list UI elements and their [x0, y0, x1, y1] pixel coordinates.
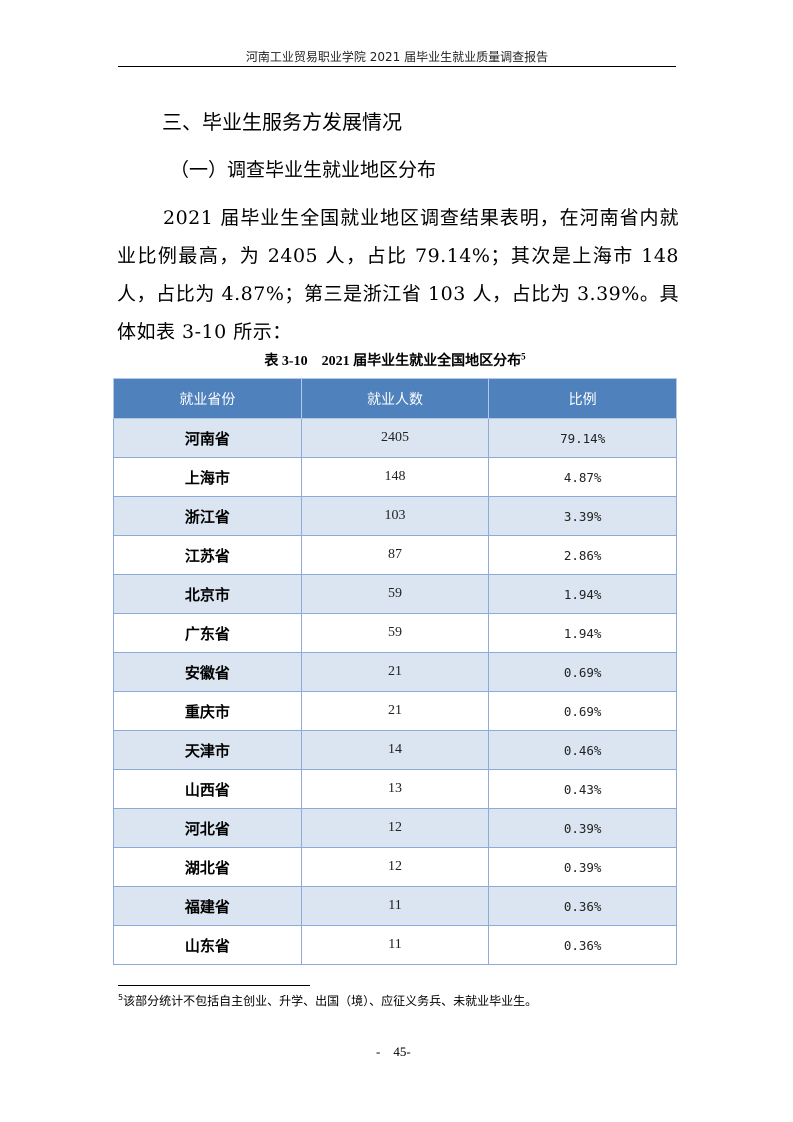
cell-ratio: 0.69%: [488, 652, 677, 692]
cell-ratio: 0.39%: [488, 808, 677, 848]
page-number: - 45-: [376, 1044, 411, 1059]
cell-ratio: 0.43%: [488, 769, 677, 809]
cell-count: 21: [300, 691, 490, 731]
table-row: 安徽省 21 0.69%: [113, 652, 677, 692]
cell-ratio: 2.86%: [488, 535, 677, 575]
cell-province: 福建省: [113, 886, 302, 926]
cell-province: 江苏省: [113, 535, 302, 575]
cell-count: 59: [300, 613, 490, 653]
cell-province: 安徽省: [113, 652, 302, 692]
cell-count: 11: [300, 886, 490, 926]
footnote-ref: 5: [521, 351, 526, 362]
cell-province: 山东省: [113, 925, 302, 965]
cell-ratio: 79.14%: [488, 418, 677, 458]
table-row: 广东省 59 1.94%: [113, 613, 677, 653]
cell-province: 广东省: [113, 613, 302, 653]
cell-ratio: 4.87%: [488, 457, 677, 497]
table-row: 福建省 11 0.36%: [113, 886, 677, 926]
employment-region-table: 就业省份 就业人数 比例 河南省 2405 79.14% 上海市 148 4.87% 浙江省…: [113, 378, 677, 965]
table-row: 湖北省 12 0.39%: [113, 847, 677, 887]
cell-province: 重庆市: [113, 691, 302, 731]
cell-province: 河北省: [113, 808, 302, 848]
cell-count: 87: [300, 535, 490, 575]
cell-count: 13: [300, 769, 490, 809]
table-row: 北京市 59 1.94%: [113, 574, 677, 614]
cell-ratio: 1.94%: [488, 574, 677, 614]
header-divider: [118, 66, 676, 67]
cell-province: 浙江省: [113, 496, 302, 536]
cell-count: 12: [300, 808, 490, 848]
cell-province: 山西省: [113, 769, 302, 809]
table-caption: 表 3-10 2021 届毕业生就业全国地区分布5: [113, 350, 677, 370]
table-row: 上海市 148 4.87%: [113, 457, 677, 497]
table-row: 河北省 12 0.39%: [113, 808, 677, 848]
cell-ratio: 1.94%: [488, 613, 677, 653]
cell-ratio: 3.39%: [488, 496, 677, 536]
table-row: 江苏省 87 2.86%: [113, 535, 677, 575]
table-row: 浙江省 103 3.39%: [113, 496, 677, 536]
cell-ratio: 0.46%: [488, 730, 677, 770]
cell-count: 2405: [300, 418, 490, 458]
cell-count: 11: [300, 925, 490, 965]
section-title: 三、毕业生服务方发展情况: [162, 110, 402, 134]
caption-text: 表 3-10 2021 届毕业生就业全国地区分布: [264, 354, 522, 369]
cell-ratio: 0.36%: [488, 886, 677, 926]
cell-count: 148: [300, 457, 490, 497]
subsection-title: （一）调查毕业生就业地区分布: [170, 159, 437, 181]
cell-province: 上海市: [113, 457, 302, 497]
cell-count: 59: [300, 574, 490, 614]
running-header: 河南工业贸易职业学院 2021 届毕业生就业质量调查报告: [245, 50, 549, 64]
table-row: 河南省 2405 79.14%: [113, 418, 677, 458]
footnote-divider: [118, 985, 310, 986]
cell-ratio: 0.69%: [488, 691, 677, 731]
cell-province: 河南省: [113, 418, 302, 458]
cell-province: 湖北省: [113, 847, 302, 887]
column-header-ratio: 比例: [488, 378, 677, 419]
cell-count: 12: [300, 847, 490, 887]
footnote: 5该部分统计不包括自主创业、升学、出国（境）、应征义务兵、未就业毕业生。: [118, 992, 537, 1009]
table-header-row: 就业省份 就业人数 比例: [113, 378, 677, 419]
table-row: 天津市 14 0.46%: [113, 730, 677, 770]
cell-ratio: 0.39%: [488, 847, 677, 887]
cell-province: 北京市: [113, 574, 302, 614]
column-header-count: 就业人数: [300, 378, 490, 419]
table-row: 山东省 11 0.36%: [113, 925, 677, 965]
footnote-mark: 5: [118, 993, 124, 1002]
cell-count: 14: [300, 730, 490, 770]
body-paragraph: 2021 届毕业生全国就业地区调查结果表明，在河南省内就业比例最高，为 2405…: [117, 207, 679, 343]
column-header-province: 就业省份: [113, 378, 302, 419]
table-row: 重庆市 21 0.69%: [113, 691, 677, 731]
table-row: 山西省 13 0.43%: [113, 769, 677, 809]
cell-ratio: 0.36%: [488, 925, 677, 965]
cell-province: 天津市: [113, 730, 302, 770]
footnote-text: 该部分统计不包括自主创业、升学、出国（境）、应征义务兵、未就业毕业生。: [123, 994, 538, 1008]
cell-count: 103: [300, 496, 490, 536]
cell-count: 21: [300, 652, 490, 692]
